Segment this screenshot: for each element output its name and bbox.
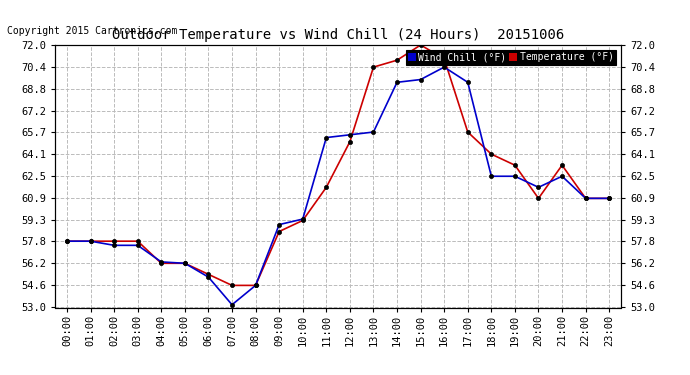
Legend: Wind Chill (°F), Temperature (°F): Wind Chill (°F), Temperature (°F) bbox=[406, 50, 616, 65]
Title: Outdoor Temperature vs Wind Chill (24 Hours)  20151006: Outdoor Temperature vs Wind Chill (24 Ho… bbox=[112, 28, 564, 42]
Text: Copyright 2015 Cartronics.com: Copyright 2015 Cartronics.com bbox=[7, 26, 177, 36]
